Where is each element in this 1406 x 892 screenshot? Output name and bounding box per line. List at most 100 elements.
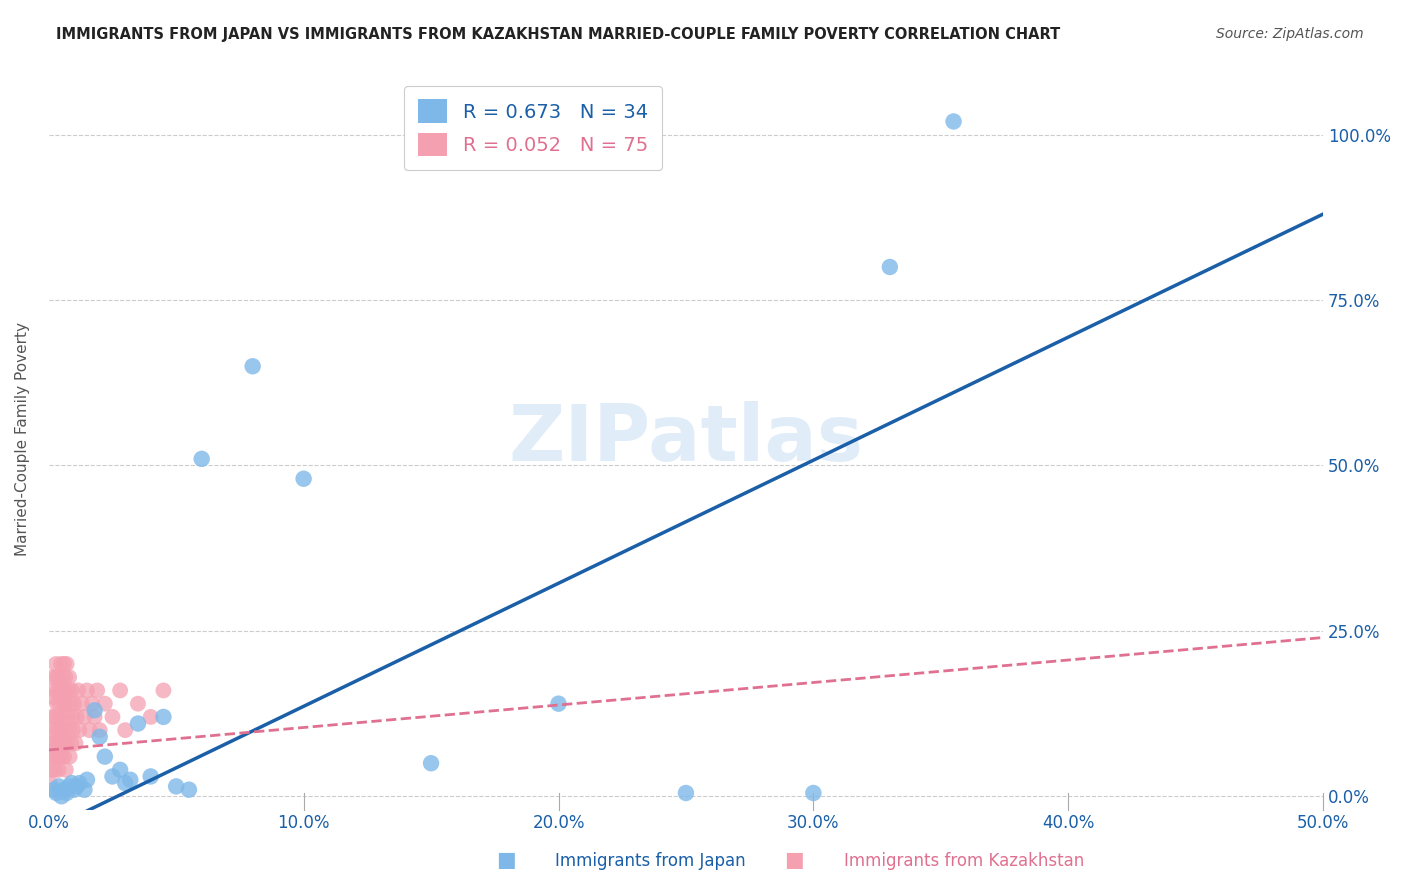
Point (152, 710, 174, 724)
Point (292, 472, 315, 486)
Point (49, 683, 72, 698)
Point (42, 736, 65, 750)
Point (76, 683, 98, 698)
Point (70, 697, 93, 711)
Point (152, 683, 174, 698)
Point (45, 723, 67, 738)
Point (60, 736, 83, 750)
Point (66, 780, 89, 794)
Point (53, 670, 76, 684)
Point (59, 749, 82, 764)
Legend: R = 0.673   N = 34, R = 0.052   N = 75: R = 0.673 N = 34, R = 0.052 N = 75 (405, 86, 662, 170)
Point (55, 786, 77, 800)
Point (63, 697, 86, 711)
Point (44, 763, 66, 777)
Text: IMMIGRANTS FROM JAPAN VS IMMIGRANTS FROM KAZAKHSTAN MARRIED-COUPLE FAMILY POVERT: IMMIGRANTS FROM JAPAN VS IMMIGRANTS FROM… (56, 27, 1060, 42)
Point (41, 749, 63, 764)
Point (89, 723, 111, 738)
Point (114, 723, 136, 738)
Point (547, 697, 569, 711)
Point (139, 710, 162, 724)
Point (52, 670, 75, 684)
Point (53, 657, 76, 671)
Point (58, 780, 80, 794)
Point (48, 749, 70, 764)
Point (45, 657, 67, 671)
Point (101, 769, 124, 783)
Point (73, 782, 96, 797)
Point (44, 749, 66, 764)
Point (39, 776, 62, 790)
Point (879, 260, 901, 274)
Point (46, 710, 69, 724)
Point (177, 782, 200, 797)
Point (83, 710, 105, 724)
Point (139, 769, 162, 783)
Point (58, 723, 80, 738)
Point (67, 683, 90, 698)
Point (86, 683, 108, 698)
Point (42, 782, 65, 797)
Point (79, 723, 101, 738)
Point (42, 690, 65, 704)
Point (62, 723, 84, 738)
Point (127, 716, 149, 731)
Point (242, 359, 264, 374)
Point (46, 749, 69, 764)
Point (94, 697, 117, 711)
Text: Immigrants from Kazakhstan: Immigrants from Kazakhstan (844, 852, 1084, 870)
Point (48, 697, 70, 711)
Point (51, 789, 73, 804)
Point (51, 710, 73, 724)
Point (41, 710, 63, 724)
Point (114, 776, 136, 790)
Point (58, 670, 80, 684)
Point (67, 776, 90, 790)
Point (46, 683, 69, 698)
Point (89, 730, 111, 744)
Point (53, 683, 76, 698)
Point (46, 736, 69, 750)
Point (942, 114, 965, 128)
Point (53, 723, 76, 738)
Point (48, 763, 70, 777)
Text: ZIPatlas: ZIPatlas (509, 401, 863, 477)
Point (49, 736, 72, 750)
Point (65, 736, 87, 750)
Point (190, 451, 212, 466)
Point (52, 697, 75, 711)
Point (60, 776, 83, 790)
Point (48, 780, 70, 794)
Point (56, 710, 79, 724)
Point (55, 736, 77, 750)
Point (49, 657, 72, 671)
Point (45, 697, 67, 711)
Point (55, 657, 77, 671)
Point (803, 786, 825, 800)
Point (48, 670, 70, 684)
Point (83, 703, 105, 717)
Point (108, 683, 131, 698)
Point (80, 697, 103, 711)
Point (60, 683, 83, 698)
Point (127, 697, 149, 711)
Text: Immigrants from Japan: Immigrants from Japan (555, 852, 747, 870)
Point (44, 683, 66, 698)
Point (53, 782, 76, 797)
Text: ■: ■ (785, 850, 804, 870)
Text: Source: ZipAtlas.com: Source: ZipAtlas.com (1216, 27, 1364, 41)
Point (56, 683, 79, 698)
Point (45, 670, 67, 684)
Text: ■: ■ (496, 850, 516, 870)
Point (51, 683, 73, 698)
Y-axis label: Married-Couple Family Poverty: Married-Couple Family Poverty (15, 322, 30, 556)
Point (165, 780, 187, 794)
Point (48, 723, 70, 738)
Point (39, 763, 62, 777)
Point (73, 710, 96, 724)
Point (51, 723, 73, 738)
Point (45, 786, 67, 800)
Point (108, 763, 131, 777)
Point (67, 723, 90, 738)
Point (120, 772, 142, 787)
